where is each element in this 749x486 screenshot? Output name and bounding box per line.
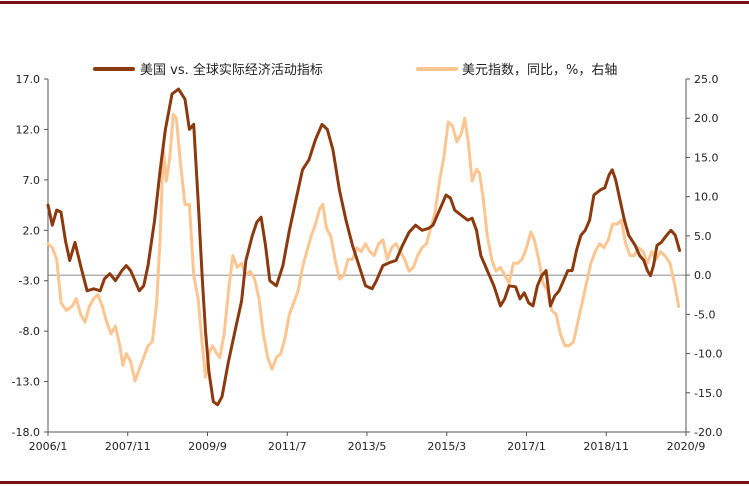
left-tick-label: 2.0: [23, 224, 41, 237]
legend-label-2: 美元指数，同比，%，右轴: [462, 63, 617, 78]
right-tick-label: -15.0: [694, 387, 722, 400]
left-tick-label: 17.0: [16, 73, 41, 86]
left-tick-label: -3.0: [19, 275, 40, 288]
right-axis-ticks: 25.0 20.0 15.0 10.0 5.0 0.0 -5.0 -10.0 -15.0 -20.…: [686, 73, 722, 439]
plot-frame: [47, 79, 687, 433]
legend: 美国 vs. 全球实际经济活动指标 美元指数，同比，%，右轴: [93, 62, 617, 78]
right-tick-label: 0.0: [694, 269, 712, 282]
x-tick-label: 2011/7: [268, 440, 307, 453]
right-tick-label: 10.0: [694, 191, 719, 204]
series-line-2: [46, 112, 681, 383]
left-tick-label: 12.0: [16, 123, 41, 136]
series-layer: [46, 87, 682, 407]
x-tick-label: 2009/9: [188, 440, 227, 453]
x-tick-label: 2020/9: [667, 440, 706, 453]
x-tick-label: 2017/1: [507, 440, 546, 453]
left-tick-label: -18.0: [12, 426, 40, 439]
legend-label-1: 美国 vs. 全球实际经济活动指标: [140, 62, 323, 78]
x-tick-label: 2015/3: [427, 440, 466, 453]
left-axis-ticks: 17.0 12.0 7.0 2.0 -3.0 -8.0 -13.0 -18.0: [12, 73, 48, 439]
left-tick-label: -13.0: [12, 376, 40, 389]
x-tick-label: 2013/5: [348, 440, 387, 453]
x-tick-label: 2018/11: [583, 440, 629, 453]
x-axis-ticks: 2006/1 2007/11 2009/9 2011/7 2013/5 2015/3 201…: [29, 432, 706, 453]
right-tick-label: -20.0: [694, 426, 722, 439]
right-tick-label: 15.0: [694, 151, 719, 164]
x-tick-label: 2007/11: [105, 440, 151, 453]
left-tick-label: 7.0: [23, 174, 41, 187]
series-line-1: [46, 87, 682, 407]
right-tick-label: 25.0: [694, 73, 719, 86]
bottom-border-rule: [0, 481, 749, 484]
left-tick-label: -8.0: [19, 325, 40, 338]
x-tick-label: 2006/1: [29, 440, 68, 453]
right-tick-label: -10.0: [694, 348, 722, 361]
top-border-rule: [0, 1, 749, 4]
right-tick-label: -5.0: [694, 308, 715, 321]
right-tick-label: 20.0: [694, 112, 719, 125]
right-tick-label: 5.0: [694, 230, 712, 243]
